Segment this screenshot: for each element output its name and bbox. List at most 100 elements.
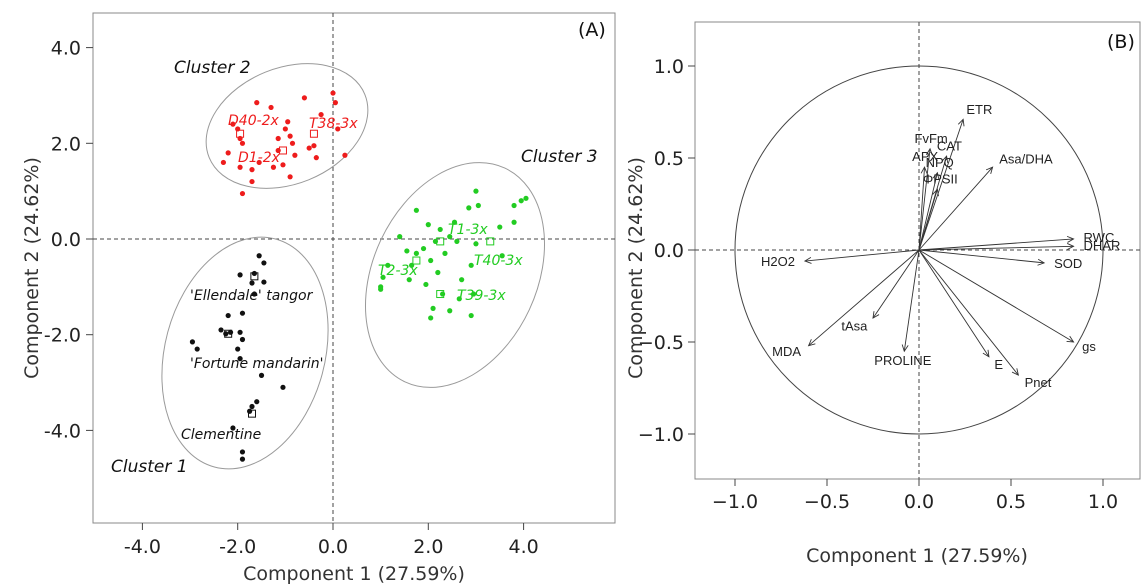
cluster-3-centroid [486,237,495,246]
cluster-3-point [397,234,403,240]
loading-arrowhead-cat [941,155,949,164]
cluster-1-point [237,272,243,278]
cluster-1-point [239,449,246,455]
cluster-1-point [258,372,265,378]
loading-arrow-fvfm [918,148,931,251]
cluster-3-point [437,226,443,233]
cluster-3-point [420,245,427,252]
loading-arrowhead-etr [957,118,965,127]
cluster-1-point [189,339,196,345]
cluster-3-point [423,281,429,288]
label-t38-3x: T38-3x [309,116,358,132]
cluster-3-point [380,274,386,280]
panel-a-xtick-label: 2.0 [413,536,443,558]
cluster-1-point [225,312,231,319]
cluster-3-point [468,312,474,319]
cluster-1-point [194,346,200,352]
panel-a-ytick-label: 4.0 [51,38,81,60]
cluster-3-point [413,250,419,256]
loading-arrowhead-fvfm [925,147,933,156]
cluster-3-point [499,253,505,259]
label-t39-3x: T39-3x [457,288,506,304]
loading-arrowhead-apx [920,166,928,174]
cluster-3-ellipse [365,162,545,388]
cluster-2-point [270,164,277,170]
cluster-3-point [432,238,439,244]
cluster-3-point [385,262,391,268]
cluster-3-point [406,277,412,283]
label-fortune: 'Fortune mandarin' [190,356,323,372]
cluster-2-point [332,100,338,106]
panel-b-xtick-label: −0.5 [804,491,850,513]
cluster-2-point [292,152,298,158]
cluster-1-point [237,329,243,335]
cluster-2-point [254,100,260,106]
loading-arrowhead-dhar [1067,243,1075,250]
cluster-2-label: Cluster 2 [174,58,251,78]
cluster-2-point [239,140,246,146]
cluster-2-point [285,119,291,125]
cluster-2-point [237,164,243,170]
cluster-2-point [287,174,293,180]
cluster-1-point [230,425,236,431]
cluster-3-point [442,250,448,256]
cluster-2-point [249,167,255,173]
cluster-2-point [311,143,317,149]
panel-b-ylabel: Component 2 (24.62%) [625,157,647,379]
cluster-3-point [454,238,460,244]
loading-label-sod: SOD [1054,256,1082,271]
panel-a-xtick-label: -2.0 [219,536,256,558]
cluster-3-point [456,296,462,302]
loading-label-e: E [994,357,1003,372]
cluster-3-point [473,241,479,247]
cluster-3-centroid [436,290,445,299]
cluster-3-centroid [412,256,421,265]
cluster-1-point [251,291,257,297]
cluster-3-point [435,269,441,276]
cluster-2-point [239,190,246,197]
panel-b-xtick-label: 0.0 [904,491,934,513]
panel-b-xtick-label: 0.5 [996,491,1026,513]
label-d1-2x: D1-2x [238,150,281,166]
cluster-3-point [497,224,503,230]
cluster-2-centroid [278,146,287,155]
loading-arrowhead-proline [901,344,909,353]
loading-label-h2o2: H2O2 [761,254,795,269]
panel-b-ticks: −1.0 −0.5 0.0 0.5 1.0 1.0 0.5 0.0 −0.5 −1.0 [638,56,1118,513]
label-ellendale: 'Ellendale' tangor [190,288,314,304]
cluster-2-point [289,140,296,146]
panel-a-tag: (A) [578,19,606,41]
label-t40-3x: T40-3x [474,253,523,269]
label-d40-2x: D40-2x [228,113,280,129]
cluster-3-point [439,291,446,297]
loading-arrow-asa-dha [918,166,993,251]
cluster-1-point [239,310,246,316]
loading-arrowhead-h2o2 [803,257,812,264]
cluster-3-point [511,202,517,209]
cluster-2-point [237,135,243,142]
cluster-1-point [280,384,286,390]
cluster-3-point [523,195,529,201]
cluster-1-point [254,399,260,405]
cluster-1-point [237,356,243,362]
loading-arrow-e [918,249,990,357]
panel-a-ytick-label: 0.0 [51,229,81,251]
loading-label-cat: CAT [937,139,962,154]
loading-label--psii: ΦPSII [923,172,958,187]
loading-arrow-apx [918,167,925,251]
cluster-3-point [451,219,458,225]
loading-arrow-h2o2 [804,249,920,262]
cluster-3-point [475,202,481,209]
cluster-1-centroid [247,409,256,418]
cluster-2-point [330,90,336,96]
loading-arrow-mda [808,249,920,347]
cluster-1-point [249,403,255,410]
loading-arrow-proline [903,249,920,352]
cluster-2-point [280,162,286,168]
loading-arrow-npq [918,172,938,251]
loading-arrowhead-gs [1066,335,1075,343]
panel-b-ytick-label: 0.0 [654,240,684,262]
cluster-3-point [468,262,474,268]
panel-a-xtick-label: 0.0 [318,536,348,558]
